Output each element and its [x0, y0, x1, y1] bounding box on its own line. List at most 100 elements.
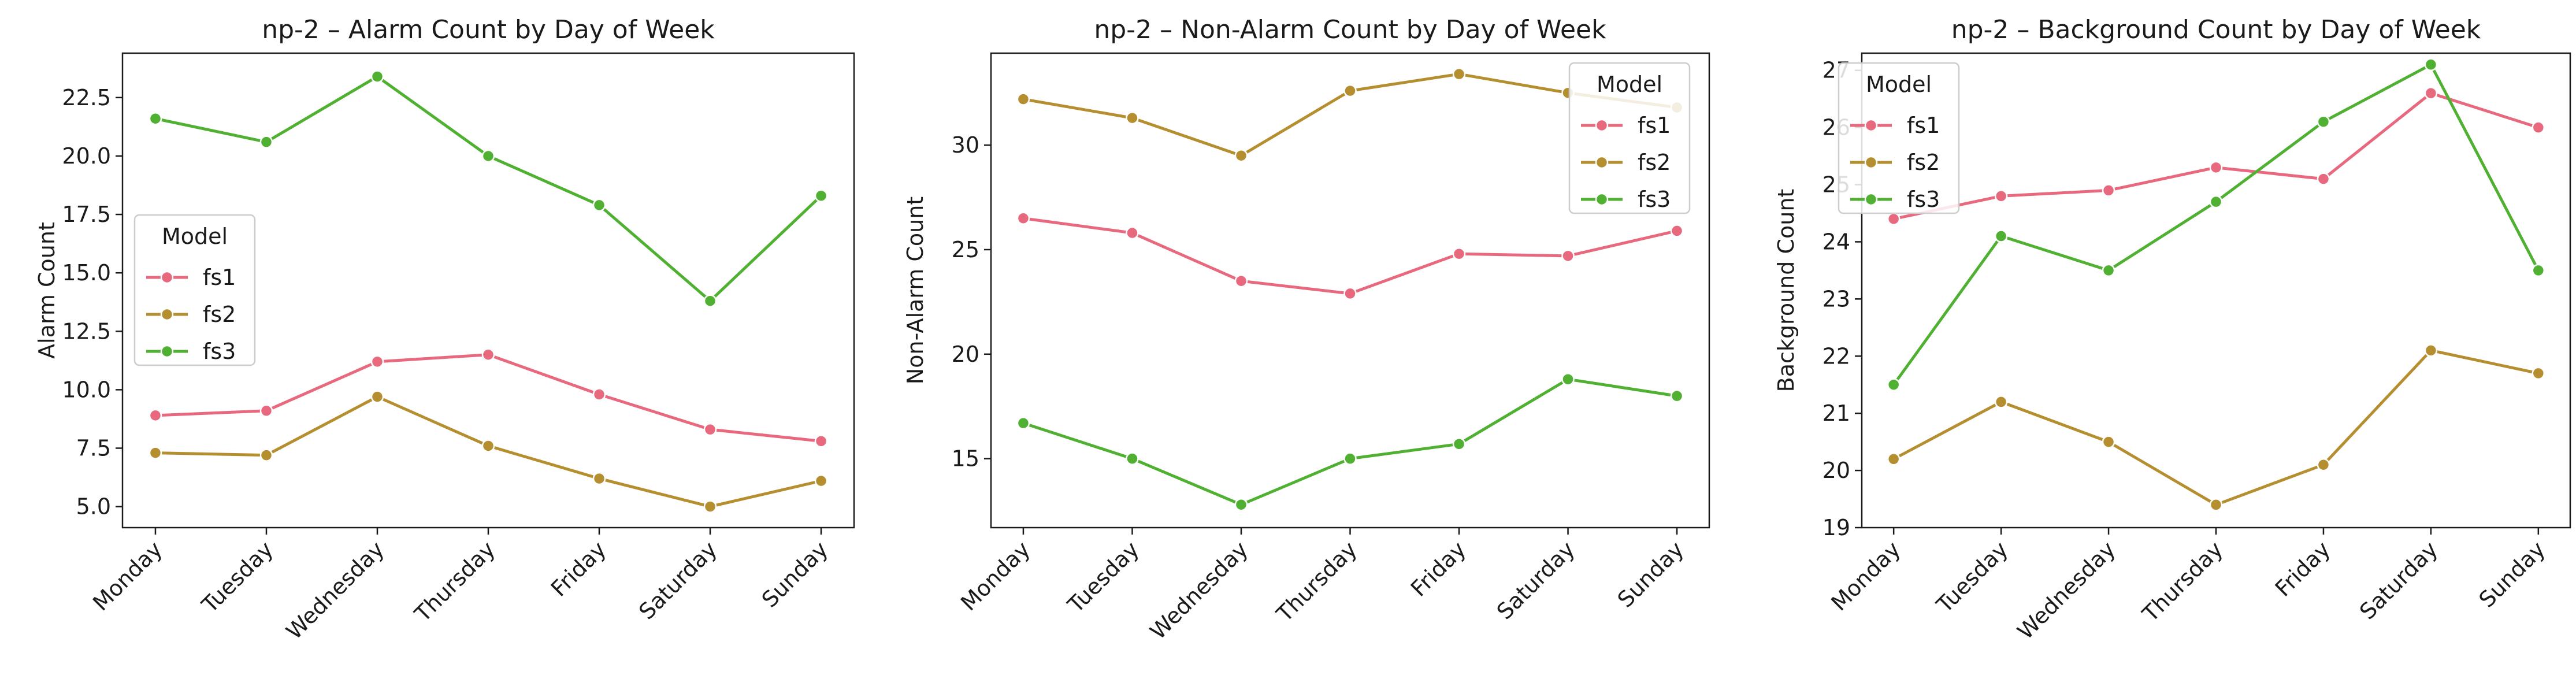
y-tick-label: 20: [1822, 458, 1850, 483]
data-point-fs1: [1126, 226, 1139, 240]
data-point-fs3: [703, 294, 717, 307]
data-point-fs1: [1234, 274, 1248, 288]
y-tick-label: 5.0: [76, 494, 111, 520]
data-point-fs3: [1887, 378, 1901, 391]
data-point-fs3: [814, 189, 828, 202]
y-axis-label: Background Count: [1773, 189, 1799, 392]
data-point-fs1: [2424, 86, 2438, 100]
y-axis-label: Non-Alarm Count: [903, 196, 928, 384]
y-tick-label: 24: [1822, 229, 1850, 254]
data-point-fs1: [1452, 247, 1466, 261]
legend: Model fs1 fs2 fs3: [1568, 62, 1691, 214]
legend-box: [133, 214, 256, 366]
x-tick-label: Monday: [88, 536, 167, 615]
legend-swatch-marker: [160, 270, 174, 284]
x-tick-label: Thursday: [1271, 536, 1362, 627]
x-tick-label: Monday: [956, 536, 1035, 615]
legend-swatch-marker: [1595, 118, 1609, 132]
data-point-fs2: [1016, 92, 1030, 106]
data-point-fs2: [1994, 395, 2008, 409]
y-tick-label: 19: [1822, 515, 1850, 540]
y-tick-label: 7.5: [76, 435, 111, 461]
legend-swatch-marker: [1864, 155, 1878, 169]
series-line-fs3: [1892, 63, 2540, 387]
series-fs3: [1016, 372, 1684, 511]
data-point-fs1: [481, 348, 495, 361]
chart-panel-1: np-2 – Alarm Count by Day of Week Alarm C…: [34, 15, 855, 644]
y-tick-label: 20.0: [62, 143, 111, 169]
legend-box: [1838, 62, 1960, 214]
series-fs1: [149, 348, 828, 448]
x-tick-label: Thursday: [410, 536, 500, 627]
data-point-fs3: [1561, 372, 1575, 386]
x-tick-label: Saturday: [634, 536, 722, 624]
data-point-fs2: [592, 472, 606, 485]
x-tick-label: Friday: [2270, 536, 2336, 602]
data-point-fs3: [481, 149, 495, 163]
chart-panel-2: np-2 – Non-Alarm Count by Day of Week Non…: [903, 15, 1710, 644]
y-tick-label: 15: [952, 446, 979, 472]
data-point-fs3: [2209, 195, 2223, 209]
data-point-fs3: [259, 135, 273, 149]
x-tick-label: Saturday: [2355, 536, 2443, 624]
data-point-fs3: [592, 198, 606, 212]
data-point-fs2: [1126, 111, 1139, 125]
data-point-fs3: [1994, 229, 2008, 243]
data-point-fs2: [1234, 149, 1248, 162]
legend-item-fs2: fs2: [1638, 150, 1671, 175]
data-point-fs1: [703, 422, 717, 436]
x-tick-label: Sunday: [2474, 536, 2551, 613]
series-fs2: [1016, 67, 1684, 162]
chart-title: np-2 – Background Count by Day of Week: [1951, 15, 2481, 44]
data-point-fs3: [149, 112, 162, 125]
x-tick-label: Wednesday: [281, 536, 389, 644]
series-line-fs1: [1022, 217, 1679, 295]
data-point-fs1: [149, 409, 162, 422]
data-point-fs2: [2209, 498, 2223, 511]
data-point-fs2: [481, 439, 495, 453]
series-fs2: [1887, 344, 2545, 511]
legend-item-fs2: fs2: [203, 302, 236, 327]
y-tick-label: 21: [1822, 400, 1850, 426]
legend-swatch-marker: [160, 344, 174, 358]
series-fs3: [149, 70, 828, 307]
series-fs2: [149, 390, 828, 513]
data-point-fs3: [1016, 416, 1030, 430]
x-tick-label: Tuesday: [196, 536, 278, 618]
data-point-fs1: [1887, 212, 1901, 226]
data-point-fs1: [2317, 172, 2330, 186]
y-tick-label: 15.0: [62, 260, 111, 285]
series-line-fs2: [1892, 348, 2540, 506]
legend-item-fs2: fs2: [1907, 150, 1940, 175]
data-point-fs1: [2102, 184, 2115, 197]
data-point-fs2: [814, 474, 828, 488]
data-point-fs3: [1452, 437, 1466, 451]
legend-item-fs3: fs3: [1638, 187, 1671, 212]
data-point-fs2: [1887, 453, 1901, 466]
y-tick-label: 20: [952, 342, 979, 367]
x-tick-label: Saturday: [1492, 536, 1580, 624]
data-point-fs3: [2424, 58, 2438, 72]
series-line-fs3: [1022, 377, 1679, 506]
x-tick-label: Sunday: [1613, 536, 1689, 613]
series-fs1: [1016, 212, 1684, 301]
legend-item-fs3: fs3: [1907, 187, 1940, 212]
data-point-fs1: [1994, 190, 2008, 203]
data-point-fs3: [1343, 452, 1357, 465]
legend: Model fs1 fs2 fs3: [1838, 62, 1960, 214]
x-tick-label: Tuesday: [1931, 536, 2013, 618]
legend-swatch-marker: [1595, 155, 1609, 169]
chart-title: np-2 – Non-Alarm Count by Day of Week: [1094, 15, 1606, 44]
chart-title: np-2 – Alarm Count by Day of Week: [262, 15, 715, 44]
data-point-fs2: [2424, 344, 2438, 357]
plot-frame: [1861, 52, 2571, 529]
data-point-fs2: [1343, 84, 1357, 98]
data-point-fs2: [2102, 435, 2115, 448]
chart-panel-3: np-2 – Background Count by Day of Week Ba…: [1773, 15, 2571, 644]
data-point-fs3: [2102, 264, 2115, 277]
x-tick-label: Friday: [1406, 536, 1471, 602]
legend-title: Model: [162, 224, 228, 249]
data-point-fs3: [2532, 264, 2545, 277]
y-tick-label: 22.5: [62, 85, 111, 110]
x-tick-label: Wednesday: [2013, 536, 2121, 644]
